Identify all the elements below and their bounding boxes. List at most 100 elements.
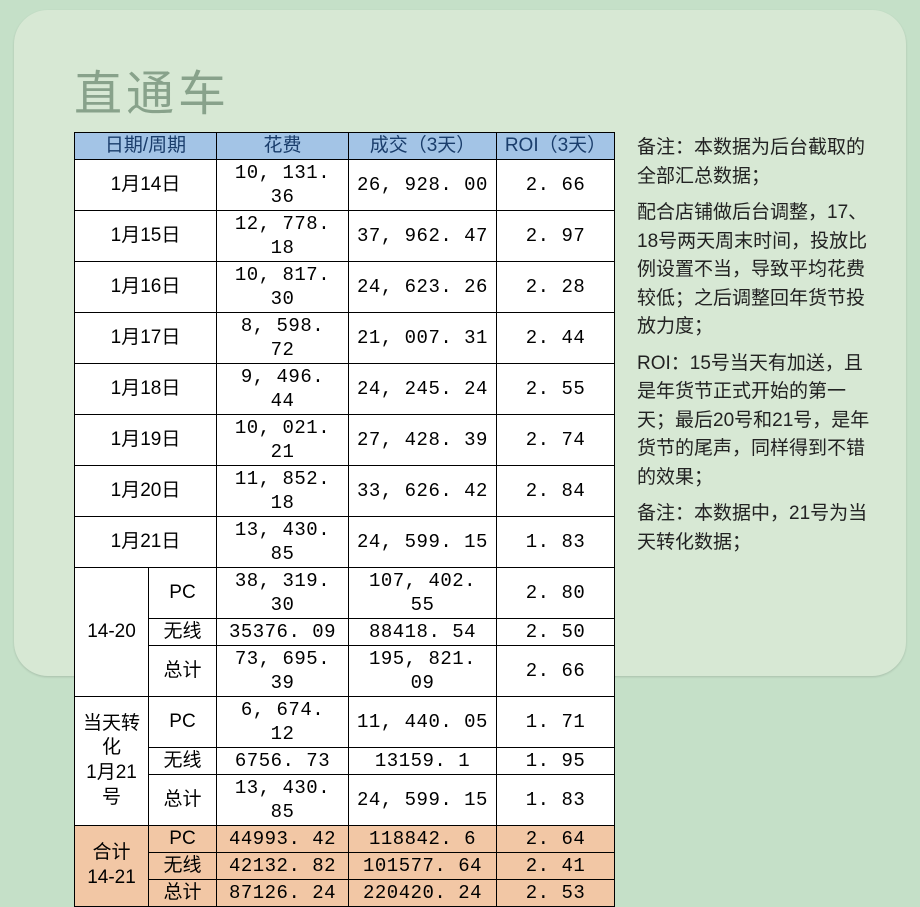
data-table-wrap: 日期/周期 花费 成交（3天） ROI（3天） 1月14日10, 131. 36… [74,132,615,907]
table-row: 1月21日13, 430. 8524, 599. 151. 83 [75,517,615,568]
cell-sub: PC [149,697,217,748]
table-row: 1月14日10, 131. 3626, 928. 002. 66 [75,160,615,211]
cell-sub: 无线 [149,853,217,880]
table-row: 1月18日9, 496. 4424, 245. 242. 55 [75,364,615,415]
cell-cost: 10, 817. 30 [217,262,349,313]
cell-deal: 24, 599. 15 [349,517,497,568]
cell-deal: 33, 626. 42 [349,466,497,517]
cell-cost: 42132. 82 [217,853,349,880]
cell-sub: 总计 [149,646,217,697]
cell-deal: 37, 962. 47 [349,211,497,262]
cell-roi: 2. 66 [497,160,615,211]
cell-date: 1月15日 [75,211,217,262]
cell-date: 1月21日 [75,517,217,568]
cell-date: 1月17日 [75,313,217,364]
cell-deal: 88418. 54 [349,619,497,646]
cell-group-label: 合计14-21 [75,826,149,907]
cell-deal: 118842. 6 [349,826,497,853]
cell-roi: 2. 53 [497,880,615,907]
table-row: 无线6756. 7313159. 11. 95 [75,748,615,775]
cell-cost: 44993. 42 [217,826,349,853]
cell-sub: PC [149,826,217,853]
cell-sub: 无线 [149,619,217,646]
cell-cost: 8, 598. 72 [217,313,349,364]
slide-card: 直通车 日期/周期 花费 成交（3天） ROI（3天） 1月14日10, 131… [14,10,906,676]
cell-roi: 2. 50 [497,619,615,646]
cell-date: 1月18日 [75,364,217,415]
cell-cost: 9, 496. 44 [217,364,349,415]
table-row: 当天转化1月21号PC6, 674. 1211, 440. 051. 71 [75,697,615,748]
cell-cost: 73, 695. 39 [217,646,349,697]
th-roi: ROI（3天） [497,133,615,160]
cell-date: 1月19日 [75,415,217,466]
cell-roi: 2. 28 [497,262,615,313]
cell-roi: 2. 64 [497,826,615,853]
table-row: 1月20日11, 852. 1833, 626. 422. 84 [75,466,615,517]
cell-deal: 24, 599. 15 [349,775,497,826]
th-date: 日期/周期 [75,133,217,160]
cell-roi: 1. 71 [497,697,615,748]
cell-roi: 2. 66 [497,646,615,697]
cell-cost: 13, 430. 85 [217,517,349,568]
th-cost: 花费 [217,133,349,160]
cell-roi: 2. 41 [497,853,615,880]
cell-deal: 195, 821. 09 [349,646,497,697]
cell-date: 1月20日 [75,466,217,517]
cell-cost: 35376. 09 [217,619,349,646]
cell-roi: 2. 55 [497,364,615,415]
note-paragraph: ROI：15号当天有加送，且是年货节正式开始的第一天；最后20号和21号，是年货… [637,350,874,493]
cell-sub: 总计 [149,775,217,826]
cell-cost: 12, 778. 18 [217,211,349,262]
cell-sub: PC [149,568,217,619]
th-deal: 成交（3天） [349,133,497,160]
cell-deal: 220420. 24 [349,880,497,907]
table-row: 无线42132. 82101577. 642. 41 [75,853,615,880]
table-row: 总计73, 695. 39195, 821. 092. 66 [75,646,615,697]
cell-roi: 2. 97 [497,211,615,262]
cell-roi: 2. 84 [497,466,615,517]
table-row: 总计13, 430. 8524, 599. 151. 83 [75,775,615,826]
note-paragraph: 配合店铺做后台调整，17、18号两天周末时间，投放比例设置不当，导致平均花费较低… [637,199,874,342]
note-paragraph: 备注：本数据中，21号为当天转化数据； [637,500,874,557]
table-row: 合计14-21PC44993. 42118842. 62. 64 [75,826,615,853]
content-row: 日期/周期 花费 成交（3天） ROI（3天） 1月14日10, 131. 36… [74,132,874,907]
table-row: 14-20PC38, 319. 30107, 402. 552. 80 [75,568,615,619]
table-row: 无线35376. 0988418. 542. 50 [75,619,615,646]
cell-sub: 总计 [149,880,217,907]
cell-cost: 11, 852. 18 [217,466,349,517]
cell-roi: 2. 44 [497,313,615,364]
note-paragraph: 备注：本数据为后台截取的全部汇总数据； [637,134,874,191]
cell-roi: 1. 95 [497,748,615,775]
table-row: 1月17日8, 598. 7221, 007. 312. 44 [75,313,615,364]
cell-cost: 10, 021. 21 [217,415,349,466]
data-table: 日期/周期 花费 成交（3天） ROI（3天） 1月14日10, 131. 36… [74,132,615,907]
cell-deal: 101577. 64 [349,853,497,880]
page-title: 直通车 [74,54,874,124]
cell-roi: 1. 83 [497,517,615,568]
cell-date: 1月14日 [75,160,217,211]
cell-deal: 13159. 1 [349,748,497,775]
table-row: 1月16日10, 817. 3024, 623. 262. 28 [75,262,615,313]
cell-cost: 6, 674. 12 [217,697,349,748]
cell-group-label: 14-20 [75,568,149,697]
table-body: 1月14日10, 131. 3626, 928. 002. 661月15日12,… [75,160,615,907]
table-row: 1月15日12, 778. 1837, 962. 472. 97 [75,211,615,262]
notes-panel: 备注：本数据为后台截取的全部汇总数据； 配合店铺做后台调整，17、18号两天周末… [637,132,874,907]
cell-cost: 87126. 24 [217,880,349,907]
cell-roi: 2. 80 [497,568,615,619]
table-row: 总计87126. 24220420. 242. 53 [75,880,615,907]
cell-deal: 24, 623. 26 [349,262,497,313]
cell-deal: 26, 928. 00 [349,160,497,211]
cell-group-label: 当天转化1月21号 [75,697,149,826]
cell-cost: 38, 319. 30 [217,568,349,619]
cell-deal: 24, 245. 24 [349,364,497,415]
cell-cost: 6756. 73 [217,748,349,775]
cell-cost: 13, 430. 85 [217,775,349,826]
cell-date: 1月16日 [75,262,217,313]
cell-roi: 1. 83 [497,775,615,826]
cell-cost: 10, 131. 36 [217,160,349,211]
cell-deal: 27, 428. 39 [349,415,497,466]
cell-deal: 107, 402. 55 [349,568,497,619]
cell-deal: 11, 440. 05 [349,697,497,748]
cell-deal: 21, 007. 31 [349,313,497,364]
